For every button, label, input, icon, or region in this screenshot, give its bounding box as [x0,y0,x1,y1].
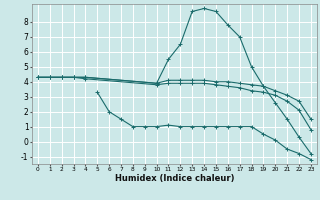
X-axis label: Humidex (Indice chaleur): Humidex (Indice chaleur) [115,174,234,183]
